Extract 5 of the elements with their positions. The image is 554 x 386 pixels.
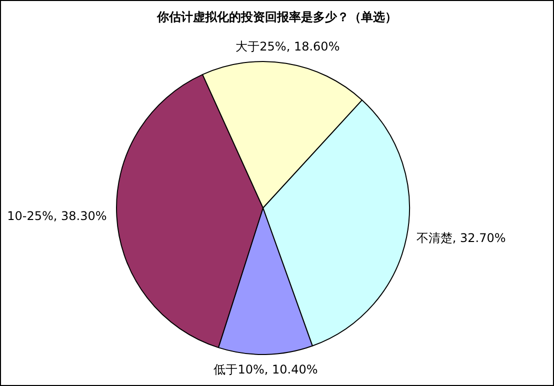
slice-label: 大于25%, 18.60% [236, 40, 340, 54]
chart-title: 你估计虚拟化的投资回报率是多少？（单选） [156, 10, 397, 24]
slice-label: 不清楚, 32.70% [416, 231, 506, 246]
slice-label: 10-25%, 38.30% [7, 209, 107, 224]
slice-label: 低于10%, 10.40% [214, 362, 318, 377]
